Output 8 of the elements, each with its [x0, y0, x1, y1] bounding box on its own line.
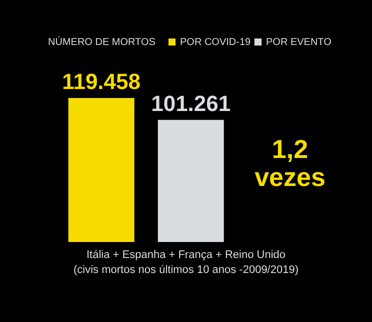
legend-label: POR EVENTO: [266, 37, 332, 48]
legend-label: POR COVID-19: [180, 37, 252, 48]
text: Itália + Espanha + França + Reino Unido: [86, 249, 286, 261]
legend-title: NÚMERO DE MORTOS: [48, 36, 156, 48]
data-label: 119.458: [62, 69, 140, 94]
text: 1,2 vezes: [254, 134, 326, 192]
text: (civis mortos nos últimos 10 anos -2009/2019): [74, 264, 298, 276]
data-label: 101.261: [151, 90, 231, 116]
